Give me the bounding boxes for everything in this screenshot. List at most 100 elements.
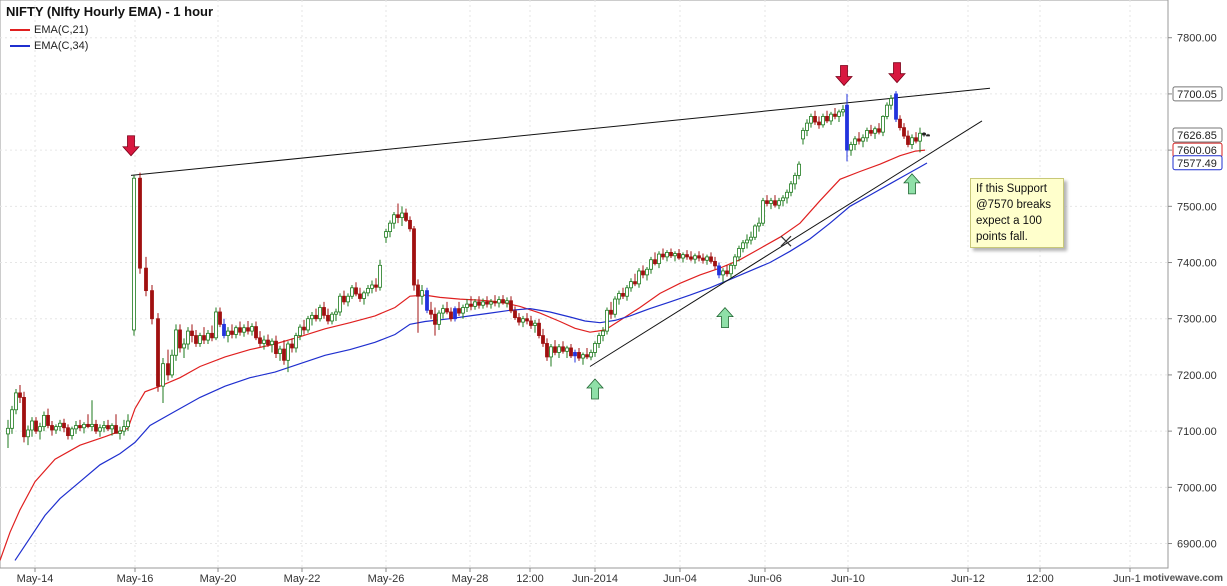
candle	[461, 304, 465, 319]
candle	[565, 345, 569, 359]
candle	[629, 278, 633, 292]
candle	[653, 252, 657, 266]
candle-body	[617, 293, 621, 300]
candle-body	[845, 104, 849, 151]
candle-body	[226, 330, 230, 336]
candle	[234, 325, 238, 339]
candle-body	[521, 318, 525, 323]
candle-body	[366, 287, 370, 294]
candle-body	[645, 268, 649, 276]
candle	[469, 296, 473, 311]
candle-body	[334, 311, 338, 315]
candle-body	[346, 295, 350, 303]
candle-body	[186, 330, 190, 345]
candle-body	[701, 257, 705, 261]
candle	[709, 252, 713, 264]
candle-body	[166, 363, 170, 376]
candle-body	[705, 256, 709, 261]
candle	[166, 349, 170, 381]
candle-body	[294, 335, 298, 349]
legend-label-ema21: EMA(C,21)	[34, 24, 89, 36]
candle	[841, 105, 845, 117]
candle-body	[412, 228, 416, 286]
candle-body	[374, 284, 378, 288]
candle-body	[26, 429, 30, 438]
candle	[477, 296, 481, 309]
candle-body	[350, 287, 354, 297]
candle-body	[314, 314, 318, 320]
candle	[685, 250, 689, 260]
candle	[246, 320, 250, 335]
candle	[906, 130, 910, 148]
up-arrow-icon	[716, 306, 734, 328]
candle	[58, 419, 62, 432]
candle-body	[258, 337, 262, 344]
candle	[384, 228, 388, 243]
x-tick-label: May-26	[368, 573, 405, 585]
candle-body	[138, 177, 142, 269]
price-label-text: 7700.05	[1177, 89, 1217, 101]
candle-body	[789, 183, 793, 193]
candle	[290, 338, 294, 353]
candle	[865, 127, 869, 142]
y-tick-label: 7200.00	[1177, 370, 1217, 382]
candle-body	[473, 301, 477, 307]
candle	[649, 256, 653, 274]
down-arrow-icon	[888, 62, 906, 84]
candle	[206, 329, 210, 345]
y-tick-label: 7400.00	[1177, 258, 1217, 270]
candle	[242, 324, 246, 337]
candle	[354, 282, 358, 297]
candle	[42, 411, 46, 432]
candle-body	[38, 426, 42, 432]
candle-body	[733, 256, 737, 266]
candle-body	[30, 420, 34, 431]
legend-item-ema21: EMA(C,21)	[10, 24, 88, 36]
candle	[637, 268, 641, 288]
candle	[593, 341, 597, 357]
candle	[194, 329, 198, 347]
candle	[889, 95, 893, 110]
candle-body	[729, 264, 733, 275]
x-axis: May-14 May-16 May-20 May-22 May-26 May-28 12:0…	[17, 568, 1147, 585]
candle-body	[453, 308, 457, 320]
candle	[465, 299, 469, 312]
plot-area[interactable]	[0, 0, 1169, 569]
candle	[589, 349, 593, 361]
candle-body	[713, 260, 717, 267]
candle	[613, 296, 617, 318]
candle-body	[805, 122, 809, 131]
candle-body	[741, 242, 745, 249]
candle-body	[82, 423, 86, 429]
candle	[262, 335, 266, 350]
candle-body	[392, 214, 396, 224]
x-tick-label: Jun-2014	[572, 573, 618, 585]
candle-body	[150, 290, 154, 320]
y-tick-label: 7800.00	[1177, 33, 1217, 45]
candle-body	[573, 352, 577, 357]
candle	[408, 216, 412, 232]
x-tick-label: Jun-13	[1113, 573, 1147, 585]
candle	[501, 295, 505, 305]
candle-body	[485, 301, 489, 305]
price-label-box	[1172, 86, 1223, 102]
candle-body	[22, 396, 26, 438]
x-tick-label: Jun-06	[748, 573, 782, 585]
candle-body	[709, 256, 713, 262]
candle-body	[110, 425, 114, 430]
candle	[705, 254, 709, 265]
candle	[577, 347, 581, 361]
candle-body	[677, 253, 681, 259]
candle	[278, 345, 282, 361]
candle	[509, 296, 513, 314]
up-arrow-icon	[903, 173, 921, 195]
candle-body	[102, 425, 106, 429]
x-tick-label: May-20	[200, 573, 237, 585]
candle	[902, 123, 906, 139]
candle-body	[469, 303, 473, 307]
candle-body	[829, 113, 833, 122]
candle-body	[270, 340, 274, 345]
candle	[62, 418, 66, 433]
candle-body	[465, 303, 469, 308]
